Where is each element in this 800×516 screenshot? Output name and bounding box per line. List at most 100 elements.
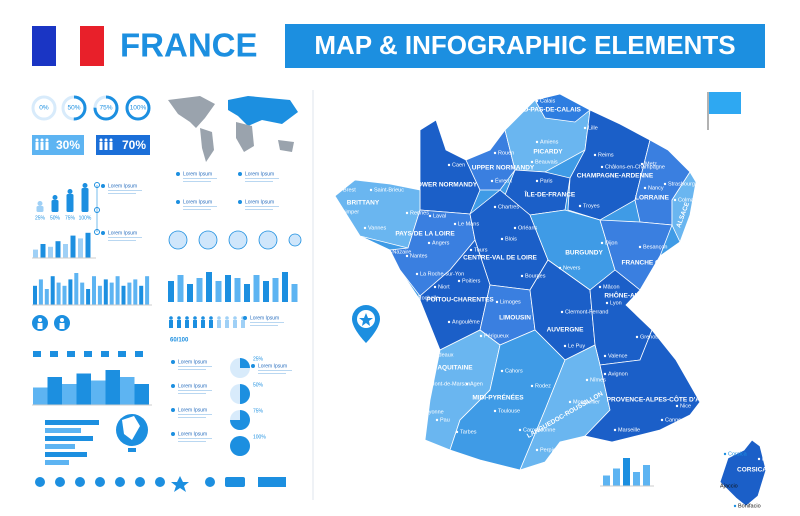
region-label: AQUITAINE [437,365,473,372]
city-dot [639,300,643,304]
city-dot [563,344,567,348]
person-label: 25% [35,215,46,221]
bar [109,282,114,305]
note: Lorem Ipsum [178,407,207,413]
city-dot [518,428,522,432]
city-label: Tarbes [460,429,477,435]
city-label: Angers [432,240,450,246]
city-label: Blois [505,236,517,242]
person-head [67,189,73,194]
city-label: Ajaccio [720,483,738,489]
city-dot [457,279,461,283]
region-label: UPPER NORMANDY [472,165,535,172]
city-dot [520,274,524,278]
city-dot [435,418,439,422]
person-body [233,320,237,328]
note: Lorem Ipsum [258,363,287,369]
person-label: 100% [79,215,92,221]
note-lines [178,417,206,418]
hbar [45,428,81,433]
city-dot [447,163,451,167]
city-label: Nice [680,403,691,409]
person-head [185,316,189,320]
bar [62,285,67,305]
bar [115,276,120,305]
city-dot [493,151,497,155]
person-head [209,316,213,320]
city-dot [417,410,421,414]
city-dot [645,318,649,322]
city-dot [757,457,761,461]
city-dot [535,179,539,183]
city-dot [560,310,564,314]
city-label: Bourges [525,273,546,279]
progress-label: 100% [130,105,147,112]
person-body [217,320,221,328]
city-label: Besançon [643,244,667,250]
city-label: Perpignan [540,447,565,453]
city-label: Cannes [665,417,684,423]
note-dot [176,200,180,204]
city-label: Corsica [728,451,748,457]
area-column [76,373,91,405]
city-label: Beauvais [535,159,558,165]
city-dot [568,400,572,404]
pie-slice [240,384,250,404]
city-dot [535,448,539,452]
city-label: Quimper [338,209,359,215]
city-label: Rodez [535,383,551,389]
note-lines [178,390,212,391]
note-lines [183,209,211,210]
city-label: Nantes [410,253,428,259]
city-dot [453,222,457,226]
city-dot [333,210,337,214]
person-label: 75% [65,215,76,221]
person-body [209,320,213,328]
city-dot [425,382,429,386]
bar [643,465,650,486]
note-dot [176,172,180,176]
city-label: Lille [588,125,598,131]
city-dot [535,140,539,144]
bar [70,235,76,258]
city-dot [535,99,539,103]
progress-track [31,95,57,121]
city-dot [500,369,504,373]
progress-arc [125,95,151,121]
note-dot [238,172,242,176]
city-label: Valence [608,353,627,359]
city-dot [530,160,534,164]
pie-label: 50% [253,382,264,388]
city-label: Paris [540,178,553,184]
note-dot [251,364,255,368]
bar [50,276,55,305]
note: Lorem Ipsum [108,183,137,189]
person-head [104,138,108,142]
bar [272,278,279,302]
note-lines [108,237,142,238]
city-label: Bonifacio [738,503,761,509]
city-label: Nîmes [590,377,606,383]
city-dot [715,484,719,488]
person-head [225,316,229,320]
city-dot [733,504,737,508]
city-label: Le Puy [568,343,585,349]
note: Lorem Ipsum [250,315,279,321]
area-column [134,384,149,405]
city-label: Dijon [605,240,618,246]
person-body [99,142,103,150]
city-label: Saint-Brieuc [374,187,404,193]
region-label: BRITTANY [347,200,380,207]
city-dot [373,250,377,254]
region-label: CHAMPAGNE-ARDENNE [577,173,654,180]
region-label: MIDI-PYRÉNÉES [472,393,524,402]
note-lines [108,240,136,241]
bar [121,285,126,305]
person-head [52,195,58,200]
banner-bg [285,24,765,68]
note: Lorem Ipsum [178,431,207,437]
person-label: 50% [50,215,61,221]
area-column [47,377,62,405]
pie-slice [230,436,250,456]
people-box-value: 70% [122,138,146,152]
